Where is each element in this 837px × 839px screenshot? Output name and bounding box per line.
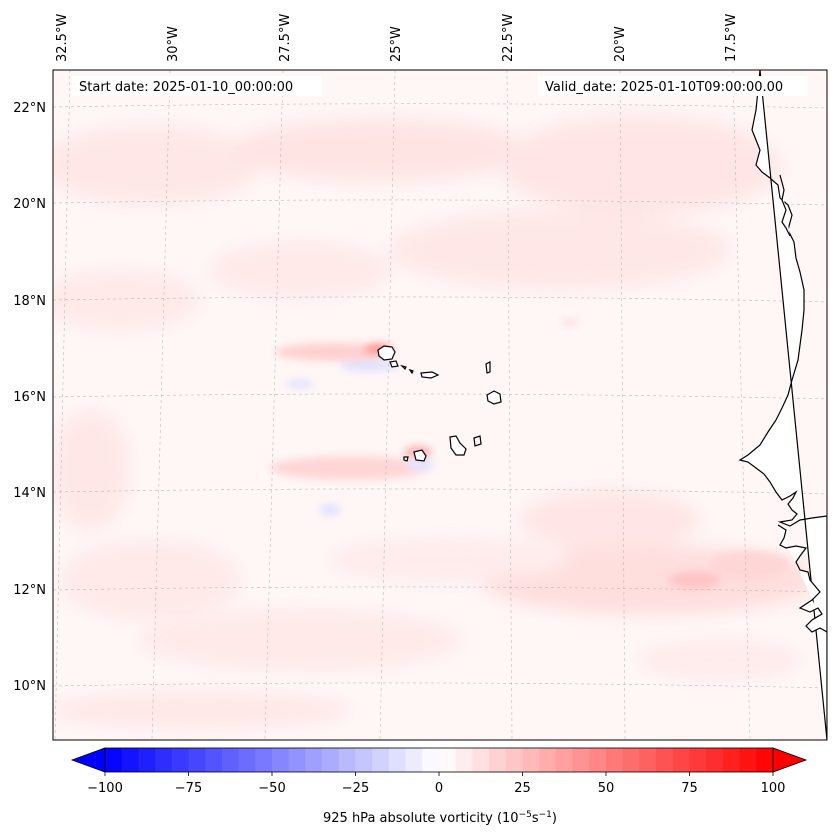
lat-label-10n: 10°N [13,679,46,694]
colorbar-tick-label: −25 [342,781,369,796]
lat-label-18n: 18°N [13,294,46,309]
colorbar-tick-label: 100 [761,781,786,796]
lon-label-25w: 25°W [389,26,404,62]
valid-date-text: Valid_date: 2025-01-10T09:00:00.00 [545,80,783,95]
colorbar-high-arrow [772,747,808,773]
colorbar-tick-label: −50 [258,781,285,796]
colorbar-segment [756,748,774,772]
colorbar-segment [338,748,357,772]
lat-label-12n: 12°N [13,583,46,598]
colorbar-segment [589,748,607,772]
colorbar-segment [672,748,691,772]
colorbar-segment [739,748,757,772]
longitude-labels: 32.5°W 30°W 27.5°W 25°W 22.5°W 20°W 17.5… [55,14,739,62]
lon-label-17-5w: 17.5°W [724,14,739,62]
positive-vorticity-patches [53,115,820,728]
colorbar-segment [238,748,256,772]
colorbar-segment [138,748,156,772]
colorbar-tick-label: 50 [598,781,615,796]
colorbar-tick-label: 25 [514,781,531,796]
colorbar-segment [439,748,457,772]
colorbar-tick-label: −75 [175,781,202,796]
colorbar-segment [722,748,741,772]
colorbar-segment [355,748,373,772]
lat-label-14n: 14°N [13,486,46,501]
african-coastline [738,70,827,740]
colorbar-segment [505,748,524,772]
colorbar: −100 −75 −50 −25 0 25 50 75 100 925 hPa absolute… [70,747,808,826]
colorbar-segment [489,748,507,772]
map-frame [52,69,828,741]
lon-label-27-5w: 27.5°W [278,14,293,62]
colorbar-segment [272,748,290,772]
lon-label-20w: 20°W [613,26,628,62]
colorbar-segment [422,748,440,772]
colorbar-segment [372,748,390,772]
start-date-text: Start date: 2025-01-10_00:00:00 [79,80,293,95]
colorbar-segment [622,748,640,772]
colorbar-segment [639,748,657,772]
lat-label-16n: 16°N [13,390,46,405]
colorbar-segment [255,748,273,772]
colorbar-segment [221,748,240,772]
lon-label-22-5w: 22.5°W [501,14,516,62]
colorbar-segment [388,748,407,772]
latitude-labels: 22°N 20°N 18°N 16°N 14°N 12°N 10°N [13,101,46,694]
colorbar-segment [305,748,323,772]
colorbar-segment [405,748,423,772]
lon-label-30w: 30°W [166,26,181,62]
colorbar-segment [171,748,190,772]
colorbar-segment [689,748,707,772]
colorbar-segment [155,748,173,772]
colorbar-tick-label: 75 [681,781,698,796]
colorbar-tick-label: 0 [435,781,443,796]
colorbar-segments [105,748,774,772]
colorbar-low-arrow [70,747,106,773]
colorbar-segment [121,748,139,772]
colorbar-segment [455,748,473,772]
colorbar-segment [656,748,674,772]
colorbar-segment [572,748,590,772]
colorbar-segment [555,748,574,772]
colorbar-segment [322,748,340,772]
colorbar-segment [205,748,223,772]
colorbar-segment [105,748,123,772]
colorbar-segment [706,748,724,772]
cape-verde-islands [377,345,502,462]
colorbar-segment [472,748,490,772]
valid-date-box [538,76,808,96]
colorbar-segment [188,748,206,772]
colorbar-segment [606,748,624,772]
lat-label-22n: 22°N [13,101,46,116]
start-date-box [72,76,322,96]
colorbar-segment [522,748,540,772]
colorbar-label: 925 hPa absolute vorticity (10−5s−1) [323,810,557,826]
graticule [53,70,827,740]
colorbar-tick-label: −100 [87,781,123,796]
colorbar-ticks: −100 −75 −50 −25 0 25 50 75 100 [87,772,785,796]
lat-label-20n: 20°N [13,197,46,212]
lon-label-32-5w: 32.5°W [55,14,70,62]
vorticity-field [53,70,827,740]
colorbar-segment [539,748,557,772]
colorbar-segment [288,748,306,772]
